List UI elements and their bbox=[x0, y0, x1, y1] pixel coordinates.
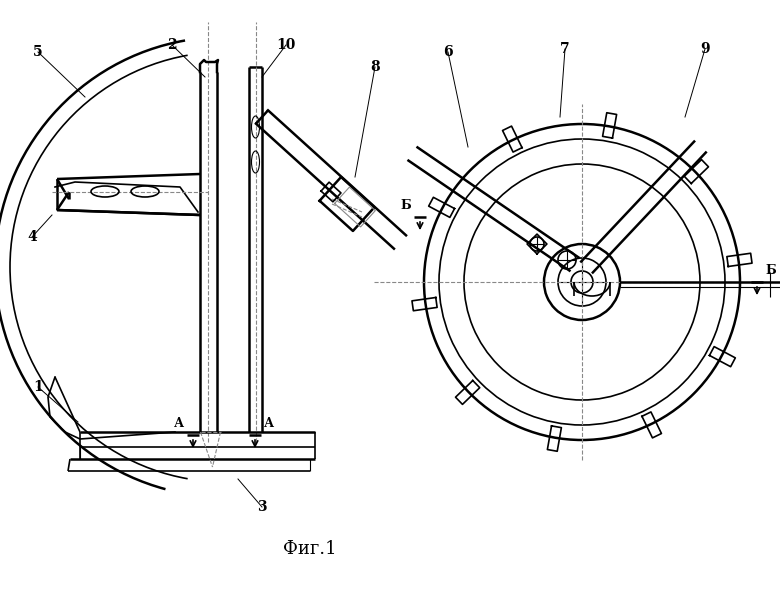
Text: 1: 1 bbox=[33, 380, 43, 394]
Text: Фиг.1: Фиг.1 bbox=[283, 540, 337, 558]
Text: 6: 6 bbox=[443, 45, 453, 59]
Text: 9: 9 bbox=[700, 42, 710, 56]
Text: 3: 3 bbox=[257, 500, 267, 514]
Text: 4: 4 bbox=[27, 230, 37, 244]
Text: 2: 2 bbox=[167, 38, 177, 52]
Text: А: А bbox=[264, 417, 274, 430]
Text: А: А bbox=[174, 417, 184, 430]
Text: 10: 10 bbox=[276, 38, 296, 52]
Text: Б: Б bbox=[401, 199, 411, 212]
Text: 8: 8 bbox=[370, 60, 380, 74]
Text: 7: 7 bbox=[560, 42, 570, 56]
Text: Б: Б bbox=[766, 264, 776, 277]
Text: 5: 5 bbox=[34, 45, 43, 59]
